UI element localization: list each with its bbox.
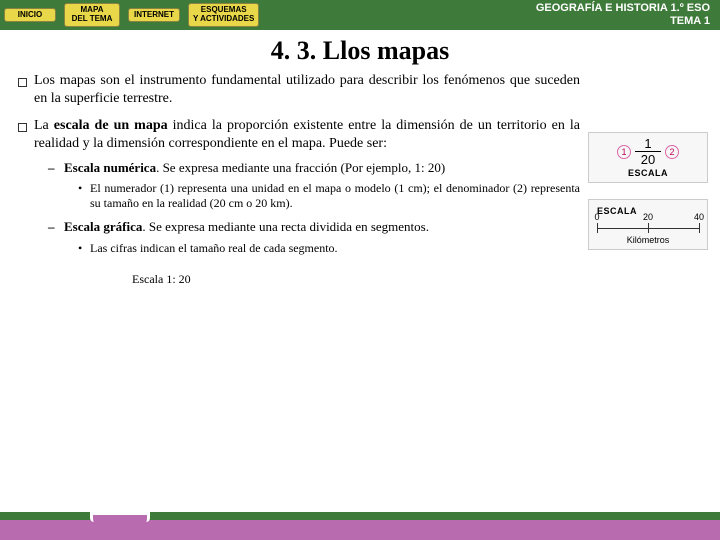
figure-column: 1 1 20 2 ESCALA ESCALA 0 [588,72,708,287]
text-column: Los mapas son el instrumento fundamental… [12,72,588,287]
fraction: 1 20 [635,137,661,166]
bullet-1: Los mapas son el instrumento fundamental… [12,72,580,107]
figure-graphic-scale: ESCALA 0 20 40 Kilómetros [588,199,708,250]
nav-inicio-button[interactable]: INICIO [4,8,56,23]
figure1-label: ESCALA [591,168,705,178]
subsub-numeric-detail: El numerador (1) representa una unidad e… [64,181,580,211]
marker-1: 1 [617,145,631,159]
scale-caption: Escala 1: 20 [132,272,580,287]
nav-internet-button[interactable]: INTERNET [128,8,180,23]
marker-2: 2 [665,145,679,159]
slide-title: 4. 3. Llos mapas [12,36,708,66]
nav-esquemas-button[interactable]: ESQUEMAS Y ACTIVIDADES [188,3,259,27]
scale-unit: Kilómetros [591,235,705,245]
subsub-graphic-detail: Las cifras indican el tamaño real de cad… [64,241,580,256]
slide-content: 4. 3. Llos mapas Los mapas son el instru… [0,30,720,512]
figure-numeric-scale: 1 1 20 2 ESCALA [588,132,708,183]
course-subtitle: TEMA 1 [536,15,710,28]
scale-bar: 0 20 40 [597,220,699,234]
sub-bullet-numeric: Escala numérica. Se expresa mediante una… [34,160,580,211]
course-title: GEOGRAFÍA E HISTORIA 1.º ESO [536,2,710,15]
nav-mapa-button[interactable]: MAPA DEL TEMA [64,3,120,27]
bullet-2: La escala de un mapa indica la proporció… [12,117,580,256]
sub-bullet-graphic: Escala gráfica. Se expresa mediante una … [34,219,580,255]
course-header: GEOGRAFÍA E HISTORIA 1.º ESO TEMA 1 [536,2,716,28]
footer-bar [0,512,720,540]
top-nav-bar: INICIO MAPA DEL TEMA INTERNET ESQUEMAS Y… [0,0,720,30]
